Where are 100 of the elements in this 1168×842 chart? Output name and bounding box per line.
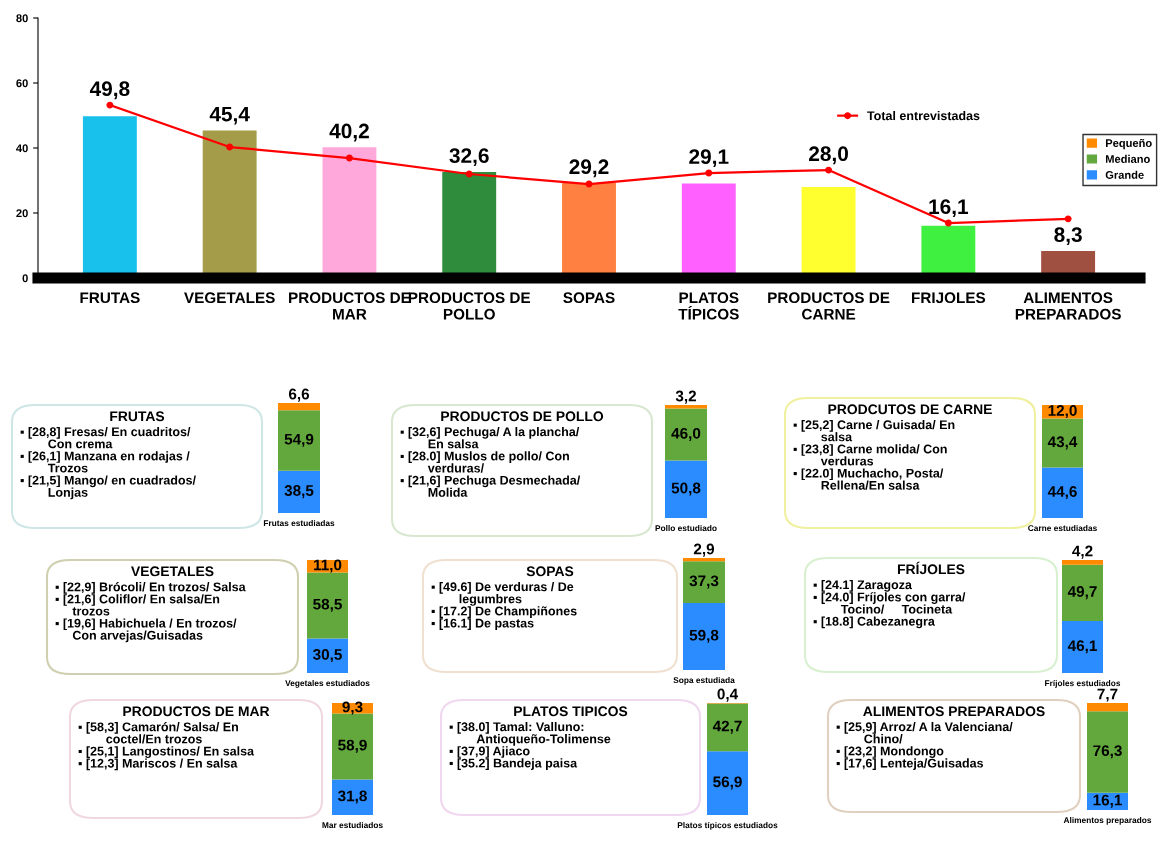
data-label: 12,0 [1048,405,1077,419]
text: ALIMENTOS PREPARADOS [863,706,1045,717]
data-label: 29,2 [569,159,609,178]
text: ▪ [17,6] Lenteja/Guisadas [836,758,984,771]
point [825,166,833,174]
text: ▪ [24.0] Fríjoles con garra/ Tocino/ Tocineta [813,592,966,614]
text: PRODUCTOS DE MAR [123,706,270,717]
text: ▪ [26,1] Manzana en rodajas / Trozos [20,451,190,473]
y-tick-label: 40 [16,144,28,153]
x-tick-label: SOPAS [563,292,615,304]
data-label: 42,7 [712,720,742,734]
x-tick-label: VEGETALES [184,292,275,304]
x-tick-label: Fríjoles estudiados [1045,679,1121,688]
data-label: 59,8 [689,629,719,643]
y-tick-label: 80 [16,14,28,23]
text: ▪ [18.8] Cabezanegra [813,616,935,629]
y-tick-label: 0 [22,274,28,283]
point [345,154,353,162]
point [944,219,952,227]
data-label: 30,5 [312,649,342,663]
data-label: 46,0 [671,427,701,441]
x-tick-label: Carne estudiadas [1028,524,1097,532]
data-label: 56,9 [713,776,742,790]
x-tick-label: Mar estudiados [322,821,383,829]
legend-label: Pequeño [1105,138,1152,150]
x-tick-label: Alimentos preparados [1063,816,1152,825]
x-tick-label: ALIMENTOS PREPARADOS [1015,292,1121,320]
text: ▪ [12,3] Mariscos / En salsa [78,758,238,771]
data-label: 11,0 [314,559,342,573]
data-label: 58,5 [313,598,342,612]
data-label: 8,3 [1054,227,1082,246]
point [465,170,473,178]
data-label: 43,4 [1047,436,1078,450]
text: ▪ [19,6] Habichuela / En trozos/ Con arvejas/Guisadas [55,618,237,643]
legend-label: Mediano [1105,154,1150,163]
data-label: 4,2 [1072,545,1093,559]
x-tick-label: Platos típicos estudiados [677,821,778,830]
data-label: 76,3 [1093,745,1122,759]
data-label: 29,1 [689,149,729,168]
text: ▪ [38.0] Tamal: Valluno: Antioqueño-Tolimense [449,722,611,746]
data-label: 37,3 [689,575,719,589]
text: ▪ [16.1] De pastas [431,618,534,631]
legend-label: Grande [1105,170,1144,179]
data-label: 3,2 [675,390,697,404]
data-label: 46,1 [1067,640,1097,654]
text: ▪ [28.0] Muslos de pollo/ Con verduras/ [400,451,569,473]
text: ▪ [21,5] Mango/ en cuadrados/ Lonjas [20,475,196,500]
point [705,169,713,177]
x-tick-label: PRODUCTOS DE CARNE [768,292,890,320]
data-label: 9,3 [342,701,363,715]
text: ▪ [25,9] Arroz/ A la Valenciana/ Chino/ [836,722,1013,744]
y-tick-label: 20 [16,209,28,218]
text: ▪ [23,8] Carne molida/ Con verduras [793,444,947,466]
text: ▪ [23,2] Mondongo [836,746,944,758]
text: PLATOS TIPICOS [514,706,628,717]
point [226,143,234,151]
text: ▪ [37,9] Ajiaco [449,746,530,758]
data-label: 40,2 [329,123,369,142]
data-label: 16,1 [929,199,969,218]
text: ▪ [24.1] Zaragoza [813,580,912,592]
data-label: 45,4 [209,106,250,125]
text: ▪ [35.2] Bandeja paisa [449,758,578,770]
x-tick-label: PRODUCTOS DE MAR [289,292,411,320]
data-label: 0,4 [717,688,739,702]
text: SOPAS [526,566,574,577]
text: ▪ [49.6] De verduras / De legumbres [431,582,574,606]
data-label: 32,6 [449,148,489,167]
point [1064,215,1072,223]
text: ▪ [21,6] Pechuga Desmechada/ Molida [400,475,581,497]
x-tick-label: PLATOS TÍPICOS [678,292,739,320]
text: ▪ [28,8] Fresas/ En cuadritos/ Con crema [20,427,191,449]
data-label: 7,7 [1097,688,1118,702]
data-label: 38,5 [284,485,314,499]
data-label: 2,9 [693,543,715,557]
x-tick-label: PRODUCTOS DE POLLO [408,292,531,320]
y-tick-label: 60 [16,79,28,88]
data-label: 16,1 [1093,794,1122,808]
text: ▪ [22,9] Brócoli/ En trozos/ Salsa [55,582,246,594]
legend-label: Total entrevistadas [867,110,980,121]
x-tick-label: FRUTAS [80,292,140,304]
text: PRODUCTOS DE POLLO [441,411,604,422]
x-tick-label: Pollo estudiado [655,524,717,532]
x-tick-label: FRIJOLES [912,292,986,304]
data-label: 49,7 [1067,586,1097,600]
data-label: 31,8 [337,790,367,804]
text: ▪ [17.2] De Champiñones [431,606,577,618]
x-tick-label: Vegetales estudiados [285,679,370,688]
text: ▪ [21,6] Coliflor/ En salsa/En trozos [55,594,220,616]
text: FRÍJOLES [897,561,965,575]
text: ▪ [25,1] Langostinos/ En salsa [78,746,255,759]
text: FRUTAS [110,411,165,422]
text: ▪ [22.0] Muchacho, Posta/ Rellena/En salsa [793,468,944,490]
text: ▪ [58,3] Camarón/ Salsa/ En coctel/En trozos [78,722,238,744]
data-label: 54,9 [284,433,314,447]
data-label: 44,6 [1047,486,1077,500]
data-label: 50,8 [671,482,701,496]
x-tick-label: Sopa estudiada [673,676,735,685]
text: VEGETALES [131,566,214,577]
text: PRODCUTOS DE CARNE [828,404,992,415]
data-label: 58,9 [338,739,367,753]
